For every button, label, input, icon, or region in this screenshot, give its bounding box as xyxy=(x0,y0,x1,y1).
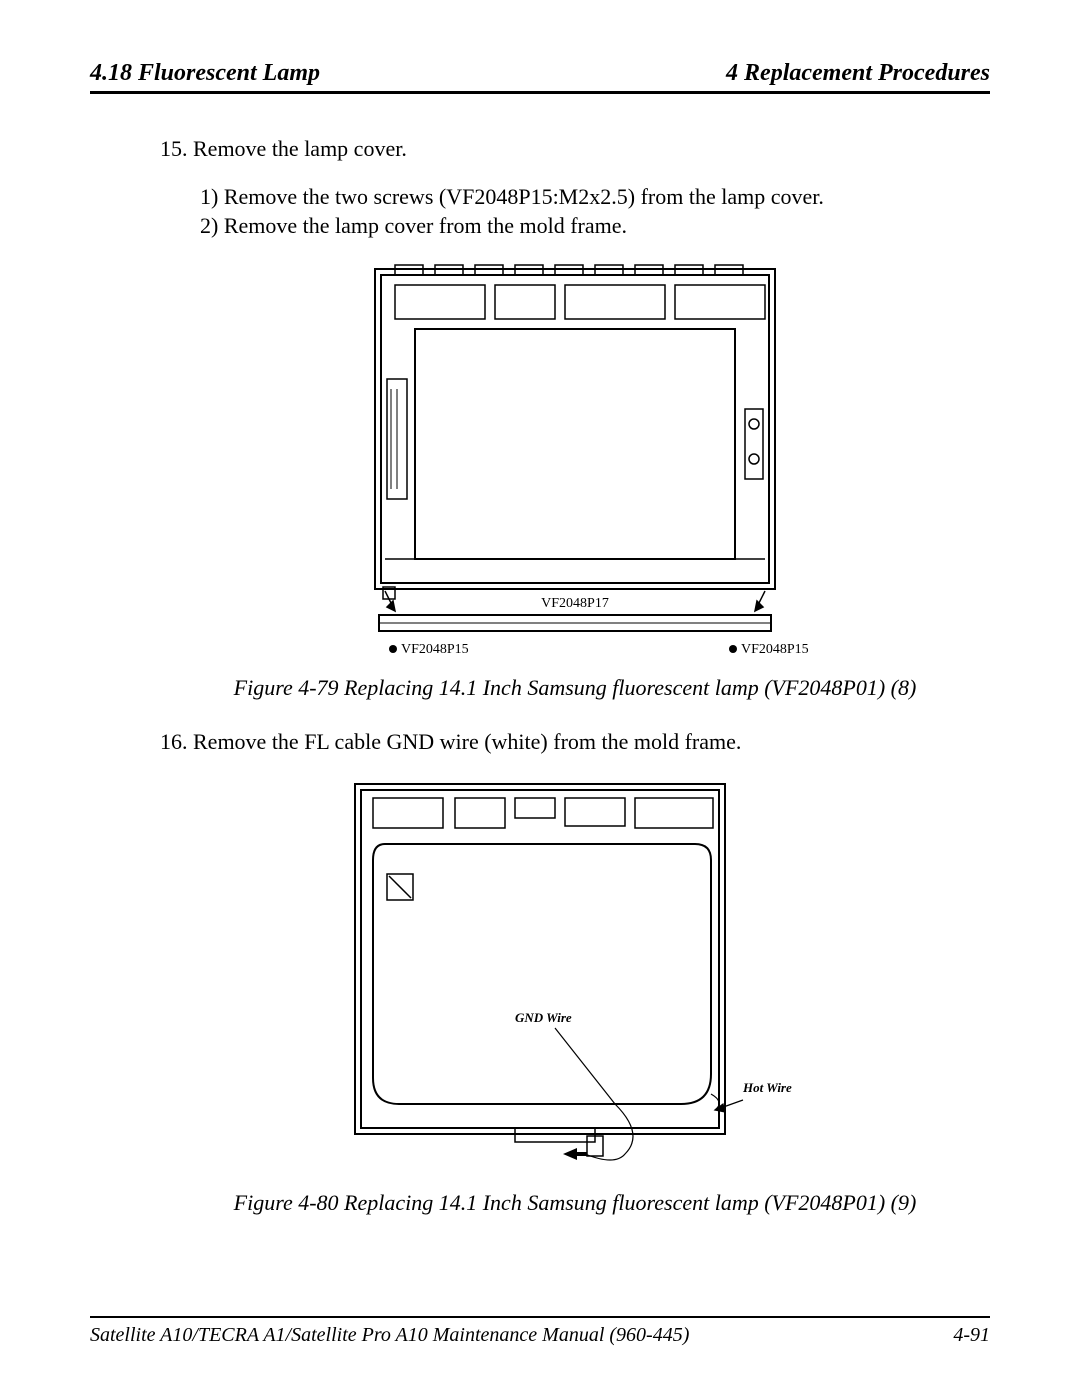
figure-4-79-caption: Figure 4-79 Replacing 14.1 Inch Samsung … xyxy=(160,673,990,703)
step-15-substeps: 1) Remove the two screws (VF2048P15:M2x2… xyxy=(160,182,990,241)
svg-text:Hot Wire: Hot Wire xyxy=(742,1080,792,1095)
figure-4-79-diagram: VF2048P17 VF2048P15 VF2048P15 xyxy=(335,259,815,659)
header-right: 4 Replacement Procedures xyxy=(726,60,990,87)
svg-text:VF2048P17: VF2048P17 xyxy=(541,596,609,611)
page-footer: Satellite A10/TECRA A1/Satellite Pro A10… xyxy=(90,1316,990,1347)
figure-4-80: GND Wire Hot Wire xyxy=(160,774,990,1174)
svg-text:GND Wire: GND Wire xyxy=(515,1010,572,1025)
footer-right: 4-91 xyxy=(953,1324,990,1347)
substep-2: 2) Remove the lamp cover from the mold f… xyxy=(200,211,990,241)
step-16: 16. Remove the FL cable GND wire (white)… xyxy=(90,727,990,757)
step-15: 15. Remove the lamp cover. 1) Remove the… xyxy=(160,134,990,241)
footer-left: Satellite A10/TECRA A1/Satellite Pro A10… xyxy=(90,1324,689,1347)
step-text: Remove the FL cable GND wire (white) fro… xyxy=(193,729,741,754)
step-text: Remove the lamp cover. xyxy=(193,136,407,161)
svg-text:VF2048P15: VF2048P15 xyxy=(741,642,809,657)
page-header: 4.18 Fluorescent Lamp 4 Replacement Proc… xyxy=(90,60,990,94)
manual-page: 4.18 Fluorescent Lamp 4 Replacement Proc… xyxy=(0,0,1080,1397)
svg-text:VF2048P15: VF2048P15 xyxy=(401,642,469,657)
step-number: 15. xyxy=(160,136,188,161)
figure-4-80-caption: Figure 4-80 Replacing 14.1 Inch Samsung … xyxy=(160,1188,990,1218)
step-number: 16. xyxy=(160,729,188,754)
substep-1: 1) Remove the two screws (VF2048P15:M2x2… xyxy=(200,182,990,212)
page-content: 15. Remove the lamp cover. 1) Remove the… xyxy=(90,94,990,1218)
figure-4-80-diagram: GND Wire Hot Wire xyxy=(315,774,835,1174)
header-left: 4.18 Fluorescent Lamp xyxy=(90,60,320,87)
figure-4-79: VF2048P17 VF2048P15 VF2048P15 xyxy=(160,259,990,659)
